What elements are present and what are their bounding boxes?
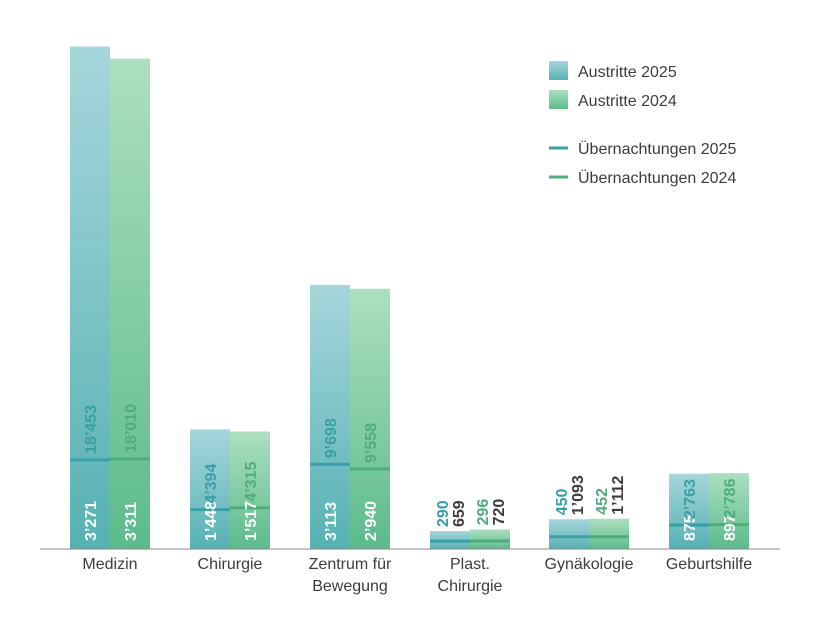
value-label-austritte-2025-geburtshilfe: 875 [682, 514, 699, 541]
bar-uebernachtungen-2025-gynaekologie [549, 519, 589, 549]
category-label-chirurgie: Chirurgie [198, 556, 263, 573]
legend-label-uebernachtungen-2025: Übernachtungen 2025 [578, 140, 736, 158]
value-label-austritte-2025-zentrum-fuer-bewegung: 3’113 [323, 502, 340, 541]
legend-label-uebernachtungen-2024: Übernachtungen 2024 [578, 169, 736, 187]
value-label-austritte-2025-medizin: 3’271 [83, 501, 100, 541]
value-label-uebernachtungen-2025-medizin: 18’453 [83, 405, 100, 454]
value-label-austritte-2024-chirurgie: 1’517 [243, 501, 260, 541]
value-label-uebernachtungen-2025-plast-chirurgie: 659 [451, 500, 468, 527]
legend-swatch-austritte-2024 [549, 90, 568, 109]
value-label-uebernachtungen-2024-chirurgie: 4’315 [243, 462, 260, 502]
value-label-uebernachtungen-2024-geburtshilfe: 2’786 [722, 478, 739, 518]
category-label-plast-chirurgie: Plast. Chirurgie [438, 556, 503, 595]
legend-swatch-austritte-2025 [549, 61, 568, 80]
category-label-medizin: Medizin [82, 556, 137, 573]
category-label-gynaekologie: Gynäkologie [545, 556, 634, 573]
value-label-uebernachtungen-2025-geburtshilfe: 2’763 [682, 479, 699, 519]
value-label-austritte-2024-geburtshilfe: 897 [722, 514, 739, 541]
bar-uebernachtungen-2024-zentrum-fuer-bewegung [350, 288, 390, 549]
bar-uebernachtungen-2025-zentrum-fuer-bewegung [310, 284, 350, 549]
category-label-zentrum-fuer-bewegung: Zentrum für Bewegung [309, 556, 392, 595]
bar-uebernachtungen-2024-medizin [110, 58, 150, 549]
bar-uebernachtungen-2024-gynaekologie [589, 518, 629, 549]
value-label-uebernachtungen-2025-zentrum-fuer-bewegung: 9’698 [323, 418, 340, 458]
value-label-austritte-2025-gynaekologie: 450 [554, 488, 571, 515]
bar-uebernachtungen-2024-geburtshilfe [709, 473, 749, 549]
value-label-uebernachtungen-2025-gynaekologie: 1’093 [570, 475, 587, 515]
value-label-uebernachtungen-2024-plast-chirurgie: 720 [491, 499, 508, 526]
bar-uebernachtungen-2024-chirurgie [230, 431, 270, 549]
value-label-uebernachtungen-2024-zentrum-fuer-bewegung: 9’558 [363, 423, 380, 463]
value-label-uebernachtungen-2024-medizin: 18’010 [123, 404, 140, 453]
legend-label-austritte-2024: Austritte 2024 [578, 93, 677, 110]
legend-label-austritte-2025: Austritte 2025 [578, 64, 677, 81]
category-label-geburtshilfe: Geburtshilfe [666, 556, 752, 573]
bar-uebernachtungen-2024-plast-chirurgie [470, 529, 510, 549]
value-label-austritte-2024-plast-chirurgie: 296 [475, 499, 492, 526]
bar-uebernachtungen-2025-chirurgie [190, 429, 230, 549]
bar-uebernachtungen-2025-geburtshilfe [669, 473, 709, 549]
value-label-uebernachtungen-2024-gynaekologie: 1’112 [610, 475, 627, 514]
value-label-austritte-2024-zentrum-fuer-bewegung: 2’940 [363, 501, 380, 541]
value-label-austritte-2025-plast-chirurgie: 290 [435, 500, 452, 527]
legend: Austritte 2025 Austritte 2024 Übernachtu… [549, 61, 736, 187]
value-label-austritte-2025-chirurgie: 1’448 [203, 501, 220, 541]
value-label-austritte-2024-gynaekologie: 452 [594, 488, 611, 515]
value-label-austritte-2024-medizin: 3’311 [123, 502, 140, 541]
bar-uebernachtungen-2025-medizin [70, 46, 110, 549]
value-label-uebernachtungen-2025-chirurgie: 4’394 [203, 463, 220, 503]
